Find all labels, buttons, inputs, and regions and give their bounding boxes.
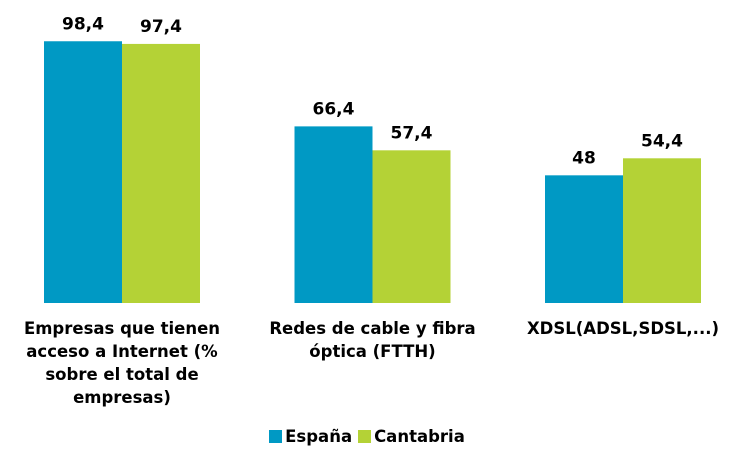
legend-swatch: [358, 430, 372, 443]
bar: [122, 43, 200, 303]
bar: [44, 41, 122, 303]
value-label: 98,4: [62, 14, 104, 34]
legend-item: España: [269, 427, 352, 446]
value-label: 54,4: [641, 131, 683, 151]
legend-swatch: [269, 430, 283, 443]
x-tick-label: Redes de cable y fibra óptica (FTTH): [269, 319, 476, 361]
x-tick-label: XDSL(ADSL,SDSL,...): [526, 319, 720, 338]
x-tick-label: Empresas que tienen acceso a Internet (%…: [23, 319, 221, 407]
value-label: 57,4: [391, 123, 433, 143]
bar: [545, 175, 623, 303]
legend: España Cantabria: [0, 427, 734, 446]
bar: [372, 150, 451, 303]
value-label: 66,4: [313, 99, 355, 119]
legend-label: Cantabria: [374, 427, 465, 446]
legend-label: España: [285, 427, 353, 446]
value-label: 48: [572, 148, 596, 168]
legend-item: Cantabria: [358, 427, 465, 446]
value-label: 97,4: [140, 17, 182, 37]
bar: [623, 158, 701, 303]
bar: [294, 126, 373, 303]
